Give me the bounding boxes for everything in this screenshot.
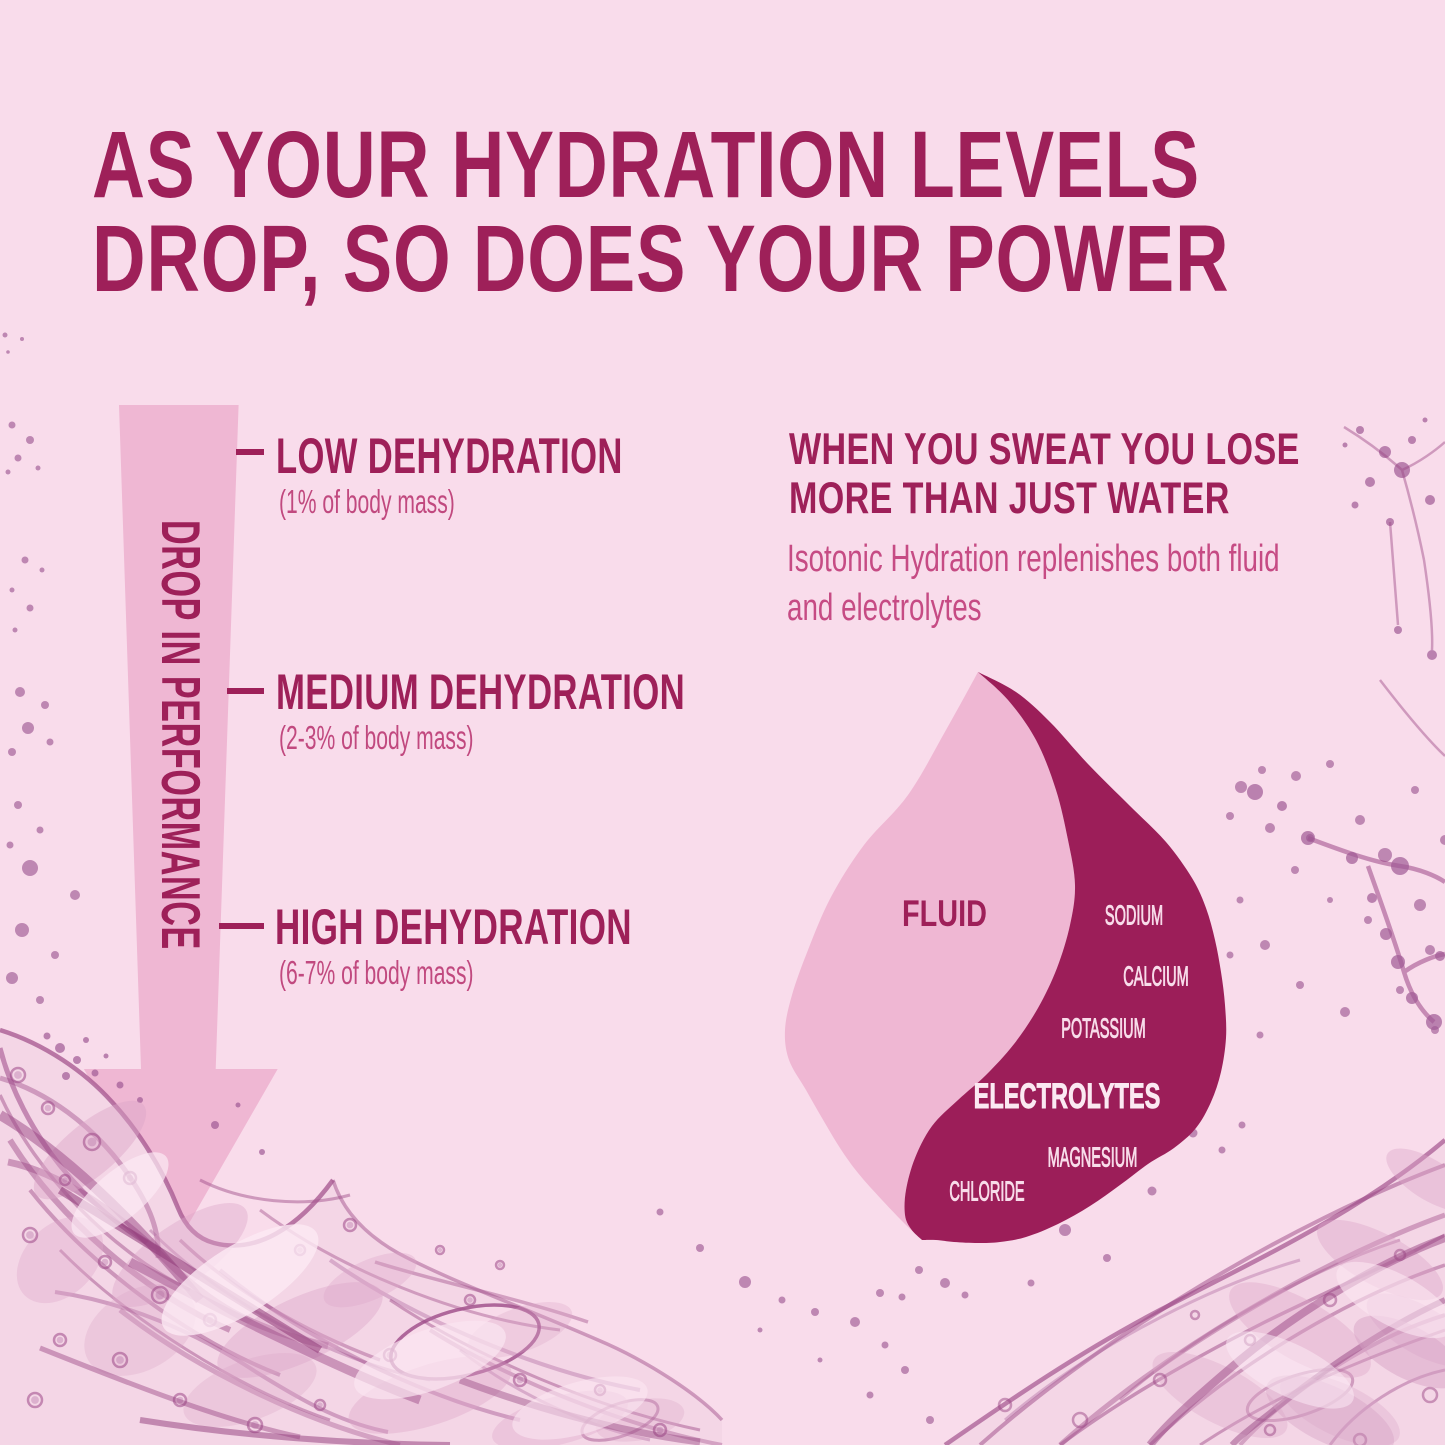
svg-text:SODIUM: SODIUM — [1105, 899, 1163, 930]
svg-text:MAGNESIUM: MAGNESIUM — [1048, 1141, 1138, 1172]
svg-text:POTASSIUM: POTASSIUM — [1061, 1012, 1146, 1043]
svg-text:FLUID: FLUID — [902, 894, 987, 935]
svg-text:CHLORIDE: CHLORIDE — [949, 1175, 1024, 1206]
svg-text:ELECTROLYTES: ELECTROLYTES — [974, 1078, 1161, 1117]
svg-text:CALCIUM: CALCIUM — [1123, 960, 1188, 991]
